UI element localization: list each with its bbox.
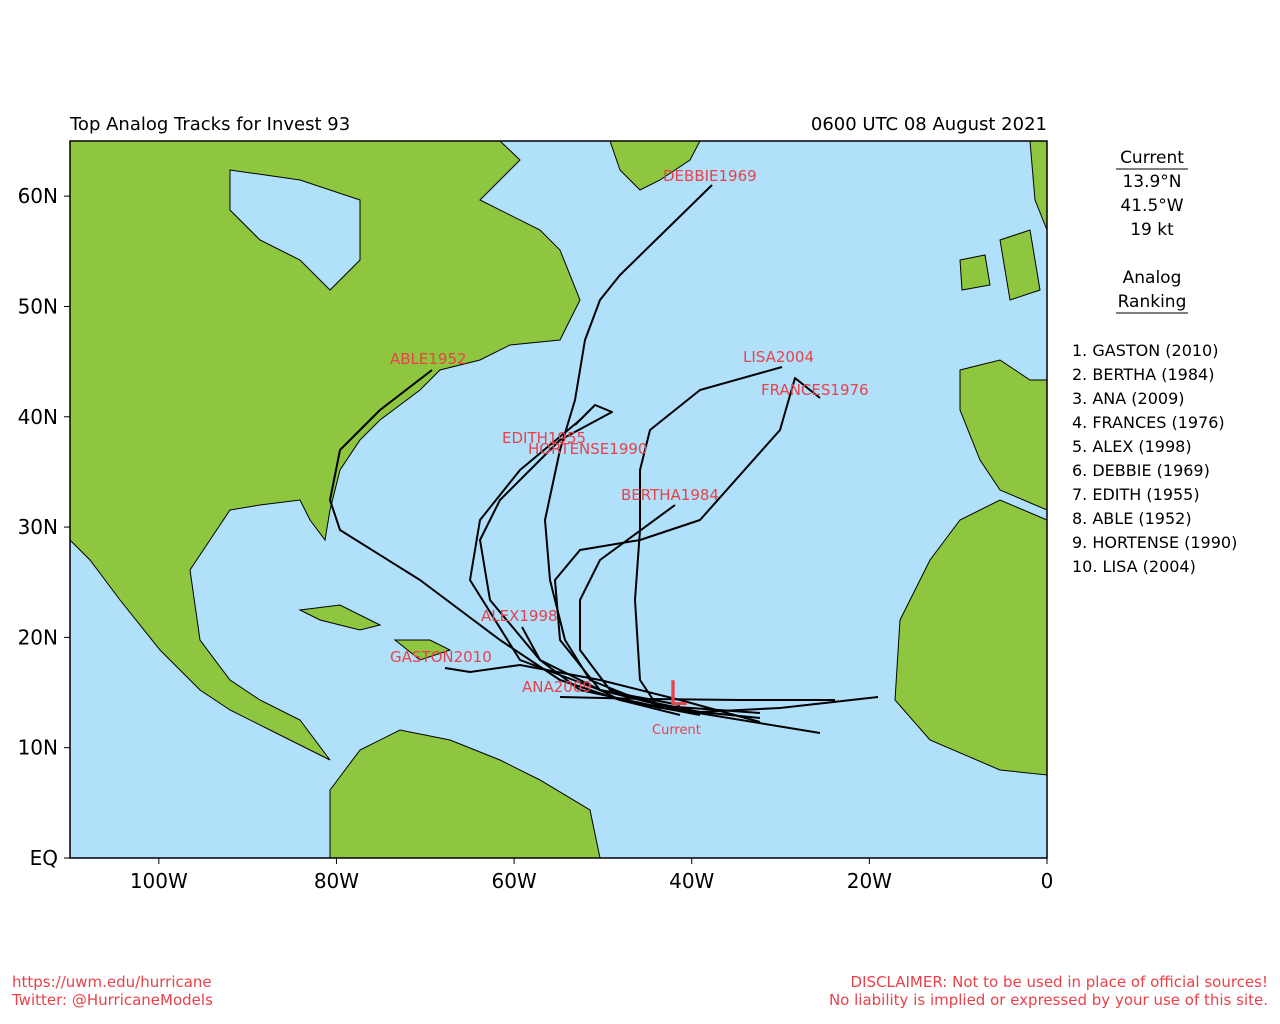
current-speed: 19 kt xyxy=(1130,220,1174,240)
y-tick-label: 40N xyxy=(18,405,58,429)
footer-url: https://uwm.edu/hurricane xyxy=(12,973,212,991)
x-tick-label: 0 xyxy=(1041,869,1054,893)
y-tick-label: 60N xyxy=(18,184,58,208)
current-label: Current xyxy=(652,723,701,738)
land xyxy=(69,140,1048,859)
storm-label: ABLE1952 xyxy=(390,350,467,368)
tracks xyxy=(329,184,879,734)
y-tick-label: 20N xyxy=(18,625,58,649)
storm-label: ANA2009 xyxy=(522,678,592,696)
current-marker: L xyxy=(668,674,687,714)
current-lon: 41.5°W xyxy=(1120,196,1183,216)
storm-label: LISA2004 xyxy=(743,348,814,366)
ranking-item: 5. ALEX (1998) xyxy=(1072,437,1192,456)
footer-twitter: Twitter: @HurricaneModels xyxy=(11,991,213,1009)
ranking-item: 2. BERTHA (1984) xyxy=(1072,365,1214,384)
x-tick-label: 60W xyxy=(491,869,536,893)
storm-label: EDITH1955 xyxy=(502,429,586,447)
y-tick-label: 50N xyxy=(18,294,58,318)
ranking-item: 10. LISA (2004) xyxy=(1072,557,1196,576)
x-tick-label: 80W xyxy=(314,869,359,893)
ranking-item: 7. EDITH (1955) xyxy=(1072,485,1200,504)
footer-liability: No liability is implied or expressed by … xyxy=(829,991,1268,1009)
y-tick-label: 30N xyxy=(18,515,58,539)
map-title: Top Analog Tracks for Invest 93 xyxy=(69,114,350,135)
x-tick-label: 40W xyxy=(669,869,714,893)
map-time: 0600 UTC 08 August 2021 xyxy=(811,114,1047,135)
storm-label: ALEX1998 xyxy=(481,607,558,625)
storm-label: FRANCES1976 xyxy=(761,381,869,399)
storm-label: DEBBIE1969 xyxy=(663,167,757,185)
storm-label: HORTENSE1990 xyxy=(528,440,647,458)
x-tick-label: 20W xyxy=(847,869,892,893)
map-frame xyxy=(69,140,1048,859)
footer: https://uwm.edu/hurricane Twitter: @Hurr… xyxy=(11,973,1268,1009)
ranking-item: 8. ABLE (1952) xyxy=(1072,509,1192,528)
y-tick-label: 10N xyxy=(18,736,58,760)
ranking-item: 1. GASTON (2010) xyxy=(1072,341,1218,360)
ranking-heading: Ranking xyxy=(1118,292,1187,312)
current-lat: 13.9°N xyxy=(1122,172,1181,192)
ranking-item: 9. HORTENSE (1990) xyxy=(1072,533,1237,552)
storm-label: BERTHA1984 xyxy=(621,486,719,504)
ranking-heading: Analog xyxy=(1123,268,1182,288)
x-tick-label: 100W xyxy=(130,869,188,893)
sidebar: Current 13.9°N 41.5°W 19 kt Analog Ranki… xyxy=(1116,148,1188,314)
ranking-item: 6. DEBBIE (1969) xyxy=(1072,461,1210,480)
ranking-item: 4. FRANCES (1976) xyxy=(1072,413,1225,432)
y-tick-label: EQ xyxy=(30,846,58,870)
current-heading: Current xyxy=(1120,148,1184,168)
footer-disclaimer: DISCLAIMER: Not to be used in place of o… xyxy=(851,973,1268,991)
storm-label: GASTON2010 xyxy=(390,648,492,666)
ranking-item: 3. ANA (2009) xyxy=(1072,389,1185,408)
